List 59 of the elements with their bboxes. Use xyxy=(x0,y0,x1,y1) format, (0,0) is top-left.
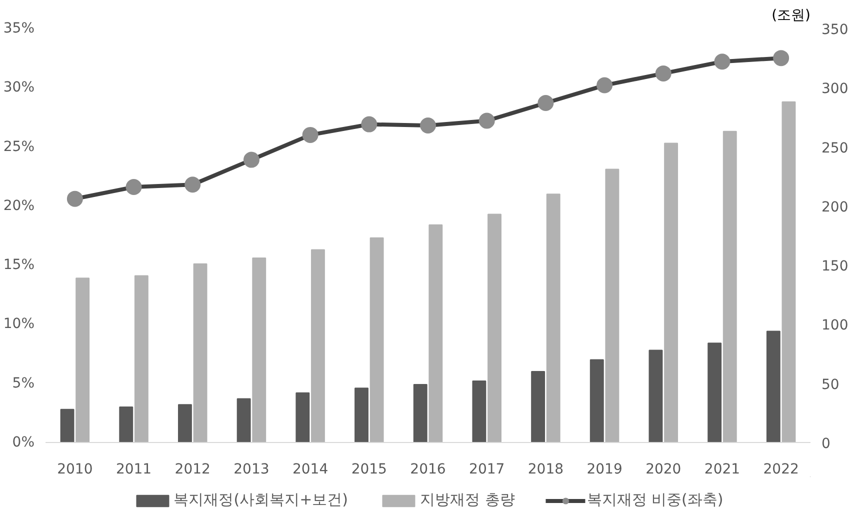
y-tick-label: 35% xyxy=(3,20,35,36)
x-tick-label: 2012 xyxy=(174,462,210,478)
bar xyxy=(134,275,148,442)
bar xyxy=(370,237,384,442)
bar xyxy=(76,278,90,442)
bar xyxy=(648,350,663,442)
bar xyxy=(296,392,310,442)
bar xyxy=(252,257,266,442)
y2-tick-label: 250 xyxy=(822,140,848,156)
bar xyxy=(590,359,604,442)
bar xyxy=(119,406,134,442)
y2-tick-label: 0 xyxy=(822,436,830,452)
y2-tick-label: 50 xyxy=(822,376,840,393)
x-tick-label: 2016 xyxy=(410,462,446,478)
y-tick-label: 15% xyxy=(3,257,35,274)
bar xyxy=(664,142,678,442)
x-tick-label: 2020 xyxy=(646,462,682,478)
x-tick-label: 2021 xyxy=(704,462,740,478)
bar xyxy=(428,224,443,442)
bar xyxy=(766,330,780,442)
x-tick-label: 2011 xyxy=(116,462,152,478)
y-tick-label: 30% xyxy=(3,80,35,96)
y-tick-label: 0% xyxy=(12,434,35,450)
bar xyxy=(722,130,737,442)
bar xyxy=(472,380,486,442)
bar xyxy=(488,214,502,442)
x-tick-label: 2019 xyxy=(586,462,622,478)
legend-label: 지방재정 총량 xyxy=(420,490,515,510)
bar xyxy=(605,168,620,442)
y2-tick-label: 350 xyxy=(822,22,848,38)
bar xyxy=(546,194,560,442)
y-tick-label: 20% xyxy=(3,198,35,214)
bar xyxy=(531,371,546,442)
y2-tick-label: 150 xyxy=(822,258,848,275)
bar xyxy=(178,404,192,442)
x-tick-label: 2010 xyxy=(57,462,93,478)
y-tick-label: 10% xyxy=(3,316,35,332)
bar xyxy=(782,101,796,442)
y2-tick-label: 100 xyxy=(822,318,848,334)
x-tick-label: 2018 xyxy=(528,462,564,478)
bar xyxy=(60,408,74,442)
x-tick-label: 2017 xyxy=(469,462,505,478)
y-tick-label: 5% xyxy=(12,375,35,392)
legend-label: 복지재정 비중(좌축) xyxy=(586,490,724,510)
y2-axis-title: (조원) xyxy=(772,8,811,24)
x-tick-label: 2014 xyxy=(292,462,328,478)
x-tick-label: 2022 xyxy=(763,462,799,478)
x-tick-label: 2013 xyxy=(234,462,270,478)
y2-tick-label: 200 xyxy=(822,199,848,216)
bar xyxy=(310,249,325,442)
y-tick-label: 25% xyxy=(3,138,35,155)
y2-tick-label: 300 xyxy=(822,81,848,98)
legend-label: 복지재정(사회복지+보건) xyxy=(174,490,348,510)
x-tick-label: 2015 xyxy=(351,462,387,478)
bar xyxy=(354,388,368,442)
bar xyxy=(413,384,428,442)
bar xyxy=(236,398,251,442)
bar xyxy=(193,263,208,442)
bar xyxy=(708,342,722,442)
